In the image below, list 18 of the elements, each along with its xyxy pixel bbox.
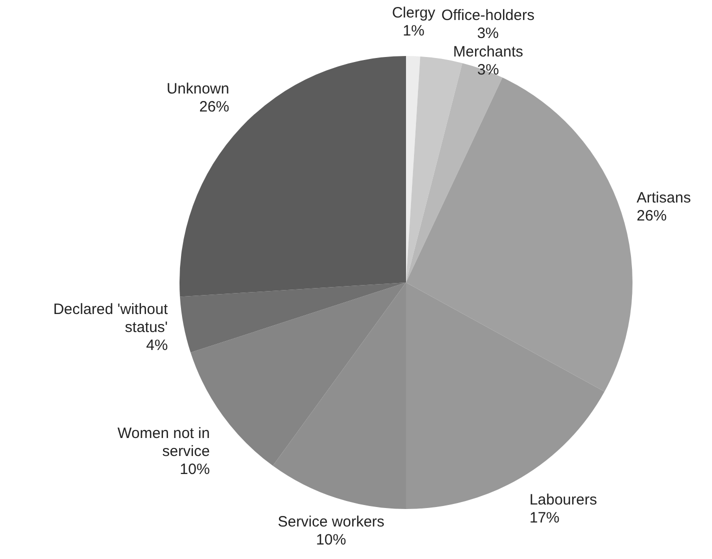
data-label: 26% [199, 98, 230, 116]
slice-label: Clergy [392, 4, 436, 22]
data-label: 3% [477, 25, 499, 42]
data-label: 10% [316, 531, 346, 548]
slice-label: Women not in service [118, 425, 210, 460]
slice-label: Labourers [529, 491, 597, 508]
data-label: 1% [402, 22, 424, 40]
slice-label: Unknown [166, 80, 230, 98]
data-label: 4% [146, 337, 168, 354]
slice-label: Declared 'without status' [53, 301, 169, 336]
slice-label: Artisans [636, 190, 691, 207]
slice-label: Office-holders [441, 7, 534, 24]
data-label: 26% [636, 208, 667, 225]
data-label: 10% [180, 461, 210, 478]
slice-label: Merchants [453, 43, 524, 60]
data-label: 3% [477, 61, 499, 78]
slice-label: Service workers [278, 513, 384, 530]
data-label: 17% [529, 509, 560, 526]
